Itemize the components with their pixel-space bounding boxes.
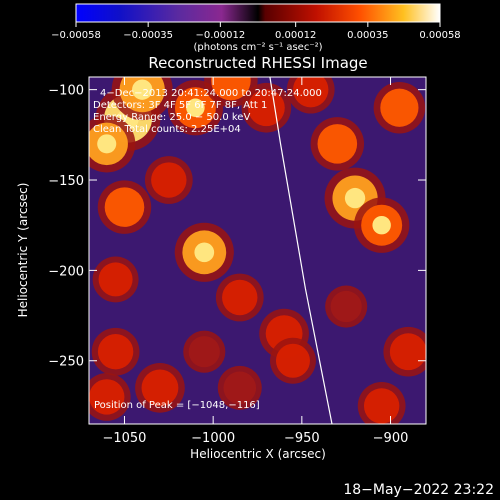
heatmap-source	[188, 336, 220, 368]
annotation-energy-range: Energy Range: 25.0 − 50.0 keV	[93, 112, 250, 123]
y-tick-label: −250	[48, 355, 84, 370]
heatmap-source	[151, 162, 187, 198]
y-tick-label: −200	[48, 264, 84, 279]
plot-area: −1050 −1000 −950 −900 −100 −150 −200 −250 4−Dec…	[48, 76, 427, 446]
annotation-clean-counts: Clean Total counts: 2.25E+04	[93, 124, 241, 135]
y-tick-label: −150	[48, 174, 84, 189]
annotation-detectors: Detectors: 3F 4F 5F 6F 7F 8F, Att 1	[93, 100, 267, 111]
colorbar-tick-label: −0.00058	[51, 30, 101, 41]
annotation-time-range: 4−Dec−2013 20:41:24.000 to 20:47:24.000	[100, 88, 322, 99]
colorbar-tick-label: −0.00035	[123, 30, 173, 41]
heatmap-source	[275, 343, 310, 378]
heatmap-source	[97, 334, 134, 370]
plot-frame	[88, 76, 427, 425]
heatmap-source	[330, 290, 362, 323]
heatmap-source	[222, 279, 258, 316]
x-axis-label: Heliocentric X (arcsec)	[190, 447, 326, 461]
colorbar-tick-label: −0.00012	[195, 30, 245, 41]
heatmap-source-core	[344, 187, 366, 209]
heatmap-source	[389, 333, 426, 371]
chart-title: Reconstructed RHESSI Image	[148, 54, 367, 72]
heatmap-source	[317, 124, 358, 164]
solar-limb-line	[269, 77, 333, 424]
heatmap-source-core	[194, 242, 215, 263]
x-tick-label: −1050	[102, 431, 146, 446]
heatmap-source	[223, 371, 257, 405]
x-tick-label: −950	[284, 431, 320, 446]
colorbar: −0.00058 −0.00035 −0.00012 0.00012 0.00035 0.…	[51, 3, 461, 53]
colorbar-tick-label: 0.00035	[347, 30, 388, 41]
heatmap-source	[380, 88, 419, 127]
y-axis-label: Heliocentric Y (arcsec)	[16, 183, 30, 318]
heatmap-source-core	[186, 98, 205, 117]
colorbar-ticks: −0.00058 −0.00035 −0.00012 0.00012 0.00035 0.…	[51, 22, 461, 41]
heatmap-source-core	[372, 215, 391, 235]
y-tick-label: −100	[48, 84, 84, 99]
colorbar-tick-label: 0.00012	[275, 30, 316, 41]
annotation-peak-position: Position of Peak = [−1048,−116]	[94, 400, 260, 411]
x-tick-label: −1000	[191, 431, 235, 446]
heatmap-source	[247, 89, 285, 127]
heatmap-source	[89, 379, 125, 415]
colorbar-tick-label: 0.00058	[419, 30, 460, 41]
footer-timestamp: 18−May−2022 23:22	[343, 482, 494, 498]
colorbar-units-label: (photons cm⁻² s⁻¹ asec⁻²)	[193, 42, 322, 53]
heatmap-source	[104, 187, 145, 227]
axes: −1050 −1000 −950 −900 −100 −150 −200 −250	[48, 77, 426, 446]
heatmap-source-core	[132, 79, 153, 100]
colorbar-gradient	[75, 3, 441, 23]
x-tick-label: −900	[373, 431, 409, 446]
heatmap-source-core	[97, 134, 117, 154]
heatmap-source	[98, 262, 133, 297]
bright-sources	[89, 77, 426, 424]
heatmap-source	[363, 388, 400, 424]
heatmap-source	[211, 77, 251, 101]
heatmap-source	[141, 369, 179, 407]
